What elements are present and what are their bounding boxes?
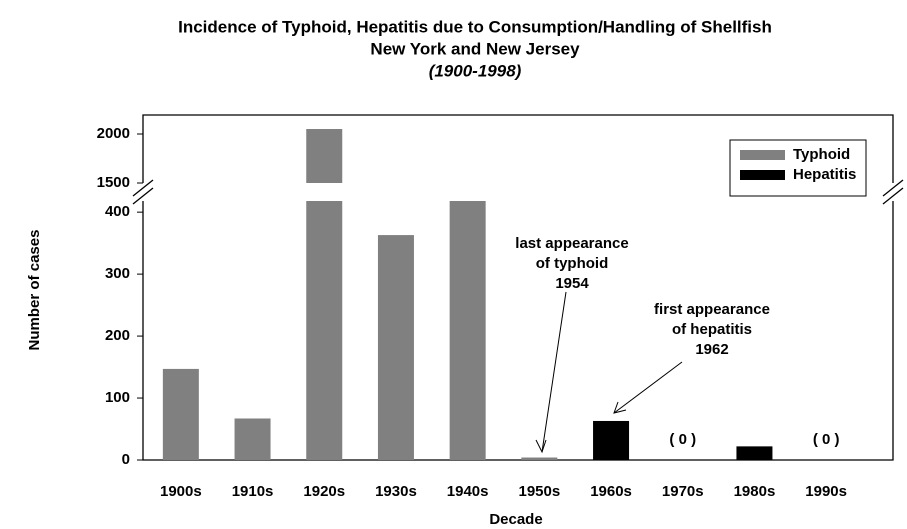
y-tick-label: 1500 — [97, 174, 130, 191]
x-tick-label: 1980s — [734, 483, 776, 500]
y-tick-label: 200 — [105, 327, 130, 344]
bar-upper — [306, 129, 343, 183]
y-tick-label: 100 — [105, 389, 130, 406]
annotation-arrows — [535, 291, 683, 454]
value-label: ( 0 ) — [669, 431, 696, 448]
bar — [593, 420, 630, 460]
bar — [449, 201, 486, 460]
bar — [736, 446, 773, 460]
bar — [162, 368, 199, 460]
x-tick-label: 1960s — [590, 483, 632, 500]
chart-title: Incidence of Typhoid, Hepatitis due to C… — [178, 17, 772, 36]
axis-break — [882, 179, 904, 197]
legend-swatch — [740, 170, 785, 180]
chart-subtitle: New York and New Jersey — [370, 39, 580, 58]
chart-subtitle: (1900-1998) — [429, 61, 522, 80]
bar — [234, 418, 271, 460]
y-tick-label: 0 — [122, 451, 130, 468]
annotation: 1962 — [695, 341, 728, 358]
x-tick-label: 1940s — [447, 483, 489, 500]
x-tick-label: 1990s — [805, 483, 847, 500]
x-axis-label: Decade — [489, 511, 542, 528]
upper-frame — [142, 114, 894, 183]
bar — [306, 201, 343, 460]
annotation: 1954 — [555, 275, 589, 292]
axis-break — [132, 179, 154, 197]
y-tick-label: 2000 — [97, 125, 130, 142]
y-tick-label: 400 — [105, 203, 130, 220]
bar — [377, 235, 414, 460]
x-tick-label: 1970s — [662, 483, 704, 500]
y-tick-label: 300 — [105, 265, 130, 282]
value-label: ( 0 ) — [813, 431, 840, 448]
y-axis-label: Number of cases — [26, 230, 43, 351]
x-tick-label: 1910s — [232, 483, 274, 500]
annotation: last appearance — [515, 235, 628, 252]
x-tick-label: 1900s — [160, 483, 202, 500]
x-tick-label: 1920s — [303, 483, 345, 500]
legend-label: Typhoid — [793, 146, 850, 163]
legend-label: Hepatitis — [793, 166, 856, 183]
axis-break — [882, 187, 904, 205]
axis-break — [132, 187, 154, 205]
bar — [521, 457, 558, 460]
legend-swatch — [740, 150, 785, 160]
legend — [729, 139, 867, 197]
annotation: of typhoid — [536, 255, 608, 272]
x-tick-label: 1930s — [375, 483, 417, 500]
x-tick-label: 1950s — [518, 483, 560, 500]
annotation: of hepatitis — [672, 321, 752, 338]
annotation: first appearance — [654, 301, 770, 318]
lower-frame — [142, 201, 894, 461]
